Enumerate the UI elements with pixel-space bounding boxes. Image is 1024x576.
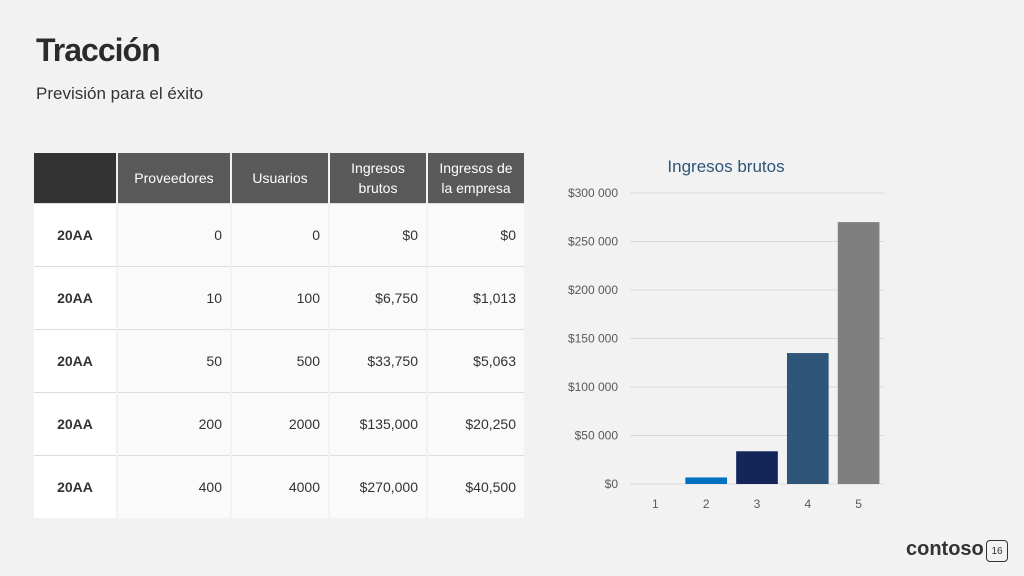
table-cell: 200 xyxy=(117,392,232,456)
slide-subtitle: Previsión para el éxito xyxy=(36,84,204,103)
table-row: 20AA 50 500 $33,750 $5,063 xyxy=(34,329,526,393)
row-label: 20AA xyxy=(34,203,118,267)
traction-table: Proveedores Usuarios Ingresos brutos Ing… xyxy=(34,153,526,518)
table-cell: $135,000 xyxy=(329,392,428,456)
table-cell: $0 xyxy=(427,203,526,267)
y-tick-label: $200 000 xyxy=(568,283,618,297)
table-cell: 50 xyxy=(117,329,232,393)
row-label: 20AA xyxy=(34,266,118,330)
table-cell: 400 xyxy=(117,455,232,518)
y-tick-label: $250 000 xyxy=(568,235,618,249)
table-cell: 0 xyxy=(231,203,330,267)
row-label: 20AA xyxy=(34,392,118,456)
table-row: 20AA 200 2000 $135,000 $20,250 xyxy=(34,392,526,456)
bar-5 xyxy=(837,222,880,484)
header-ingresos-empresa: Ingresos de la empresa xyxy=(427,153,526,204)
header-usuarios: Usuarios xyxy=(231,153,330,204)
table-cell: $6,750 xyxy=(329,266,428,330)
header-ingresos-brutos: Ingresos brutos xyxy=(329,153,428,204)
gross-revenue-chart: Ingresos brutos 1 2 3 4 5 $0 $50 000 $100 000 $… xyxy=(568,157,884,511)
header-proveedores: Proveedores xyxy=(117,153,232,204)
table-cell: 0 xyxy=(117,203,232,267)
table-cell: $20,250 xyxy=(427,392,526,456)
table-cell: 2000 xyxy=(231,392,330,456)
table-cell: $270,000 xyxy=(329,455,428,518)
bar-4 xyxy=(786,353,829,484)
y-tick-label: $300 000 xyxy=(568,186,618,200)
table-corner-cell xyxy=(34,153,118,204)
y-tick-label: $0 xyxy=(605,477,619,491)
x-tick-label: 3 xyxy=(754,497,761,511)
y-tick-label: $50 000 xyxy=(575,429,619,443)
page-number: 16 xyxy=(986,540,1008,562)
table-row: 20AA 400 4000 $270,000 $40,500 xyxy=(34,455,526,518)
x-tick-label: 5 xyxy=(855,497,862,511)
bar-2 xyxy=(685,477,728,484)
table-cell: 10 xyxy=(117,266,232,330)
table-cell: $5,063 xyxy=(427,329,526,393)
x-tick-label: 1 xyxy=(652,497,659,511)
table-row: 20AA 10 100 $6,750 $1,013 xyxy=(34,266,526,330)
x-tick-label: 4 xyxy=(804,497,811,511)
y-tick-label: $150 000 xyxy=(568,332,618,346)
table-cell: $33,750 xyxy=(329,329,428,393)
contoso-logo: contoso xyxy=(906,538,984,560)
y-tick-label: $100 000 xyxy=(568,380,618,394)
table-cell: $1,013 xyxy=(427,266,526,330)
table-cell: 4000 xyxy=(231,455,330,518)
slide-title: Tracción xyxy=(36,32,161,68)
table-header-row: Proveedores Usuarios Ingresos brutos Ing… xyxy=(34,153,526,204)
x-tick-label: 2 xyxy=(703,497,710,511)
table-cell: 100 xyxy=(231,266,330,330)
bar-3 xyxy=(736,451,778,484)
row-label: 20AA xyxy=(34,329,118,393)
chart-title: Ingresos brutos xyxy=(667,157,784,176)
row-label: 20AA xyxy=(34,455,118,518)
table-cell: 500 xyxy=(231,329,330,393)
table-cell: $0 xyxy=(329,203,428,267)
table-row: 20AA 0 0 $0 $0 xyxy=(34,203,526,267)
table-cell: $40,500 xyxy=(427,455,526,518)
